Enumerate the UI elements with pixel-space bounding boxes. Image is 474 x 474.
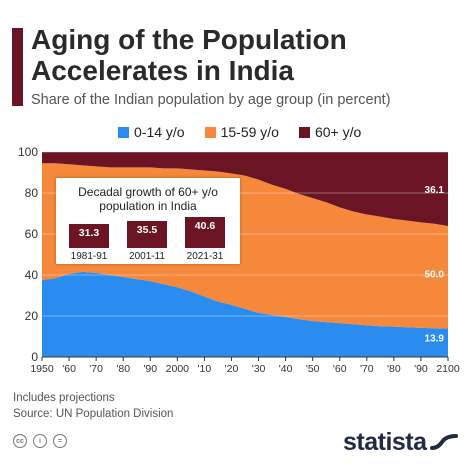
legend-label: 60+ y/o (314, 124, 362, 140)
footnote-source: Source: UN Population Division (13, 408, 174, 420)
end-label-series-1: 50.0 (425, 269, 445, 280)
legend-label: 0-14 y/o (134, 124, 185, 140)
y-tick-label: 40 (25, 268, 39, 282)
y-tick-label: 60 (25, 227, 39, 241)
area-series-2 (42, 152, 448, 227)
cc-icon[interactable]: cc (13, 434, 27, 448)
x-tick-label: '40 (279, 363, 293, 375)
y-tick-label: 0 (31, 350, 38, 364)
inset-title-line-2: population in India (99, 199, 197, 213)
x-tick-label: '20 (225, 363, 239, 375)
y-tick-label: 100 (18, 145, 38, 159)
inset-bar-1: 35.5 (127, 220, 167, 248)
inset-bar-0: 31.3 (69, 224, 109, 248)
x-tick-label: '80 (116, 363, 130, 375)
nd-icon[interactable]: = (53, 434, 67, 448)
legend-swatch (204, 126, 216, 138)
end-label-series-2: 36.1 (425, 185, 445, 196)
inset-box: Decadal growth of 60+ y/o population in … (56, 178, 240, 264)
legend: 0-14 y/o 15-59 y/o 60+ y/o (118, 123, 381, 141)
y-tick-label: 20 (25, 309, 39, 323)
inset-title: Decadal growth of 60+ y/o population in … (56, 185, 240, 213)
x-tick-label: '50 (306, 363, 320, 375)
title-line-2: Accelerates in India (31, 55, 295, 86)
x-tick-label: 2100 (436, 363, 460, 375)
statista-logo: statista (343, 428, 427, 456)
area-series-0 (42, 271, 448, 357)
legend-swatch (118, 126, 129, 138)
legend-item-1: 15-59 y/o (204, 124, 279, 140)
footnote-projections: Includes projections (13, 392, 115, 404)
x-tick-label: '80 (387, 363, 401, 375)
x-tick-label: '90 (143, 363, 157, 375)
end-label-series-0: 13.9 (425, 334, 445, 345)
subtitle: Share of the Indian population by age gr… (31, 92, 391, 108)
x-tick-label: 1950 (30, 363, 54, 375)
x-tick-label: '60 (62, 363, 76, 375)
license-icons: cc i = (13, 434, 73, 448)
legend-item-2: 60+ y/o (298, 124, 362, 140)
x-tick-label: '70 (89, 363, 103, 375)
inset-bar-label-2: 2021-31 (186, 251, 224, 262)
legend-item-0: 0-14 y/o (118, 124, 185, 140)
inset-bar-label-0: 1981-91 (70, 251, 108, 262)
legend-swatch (298, 126, 310, 138)
page-title: Aging of the Population Accelerates in I… (31, 24, 347, 86)
legend-label: 15-59 y/o (220, 124, 279, 140)
inset-bar-2: 40.6 (185, 217, 225, 248)
inset-bar-label-1: 2001-11 (129, 251, 165, 262)
x-tick-label: '60 (333, 363, 347, 375)
x-tick-label: '30 (252, 363, 266, 375)
accent-bar (12, 28, 23, 106)
inset-title-line-1: Decadal growth of 60+ y/o (78, 185, 218, 199)
by-icon[interactable]: i (33, 434, 47, 448)
x-tick-label: 2000 (166, 363, 190, 375)
x-tick-label: '10 (198, 363, 212, 375)
y-tick-label: 80 (25, 186, 39, 200)
title-line-1: Aging of the Population (31, 24, 347, 55)
statista-logo-mark-icon (430, 434, 458, 450)
x-tick-label: '70 (360, 363, 374, 375)
x-tick-label: '90 (414, 363, 428, 375)
